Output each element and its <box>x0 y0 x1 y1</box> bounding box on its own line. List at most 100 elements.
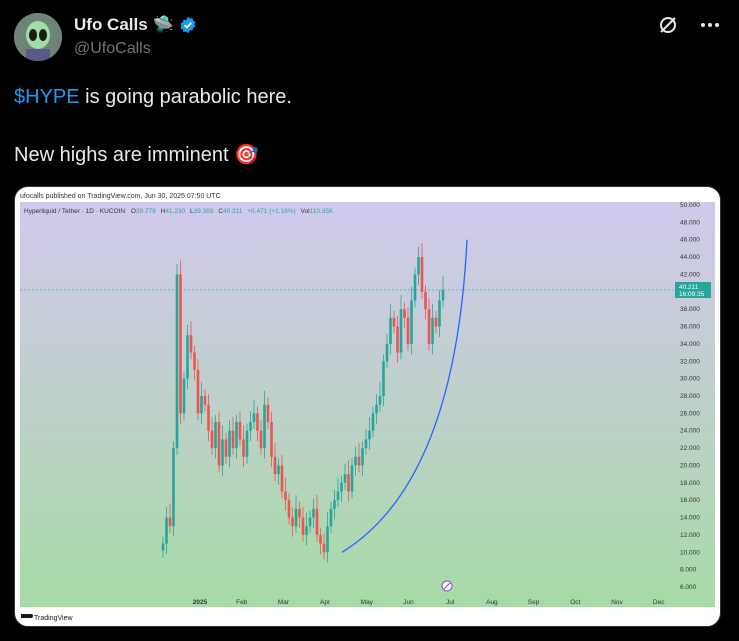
avatar[interactable] <box>14 13 62 61</box>
chart-svg: ufocalls published on TradingView.com, J… <box>20 193 715 622</box>
tweet-line-2-text: New highs are imminent <box>14 144 229 166</box>
y-tick-label: 38.000 <box>680 306 700 313</box>
candle-body <box>385 343 389 362</box>
author-name[interactable]: Ufo Calls 🛸 <box>74 15 197 35</box>
candle-body <box>217 422 221 466</box>
candle-body <box>224 439 228 457</box>
y-tick-label: 28.000 <box>680 393 700 400</box>
candle-body <box>210 430 214 449</box>
cashtag-link[interactable]: $HYPE <box>14 86 80 108</box>
candle-body <box>396 326 399 353</box>
chart-image[interactable]: ufocalls published on TradingView.com, J… <box>14 186 721 627</box>
change-value: +0.471 (+1.19%) <box>247 208 295 215</box>
low-value: 39.389 <box>194 208 214 215</box>
tradingview-logo-icon <box>21 614 33 618</box>
candle-body <box>427 309 431 344</box>
vol-value: 110.35K <box>310 208 334 215</box>
x-tick-label: Sep <box>528 599 540 606</box>
x-tick-label: Nov <box>611 599 623 606</box>
published-label: ufocalls published on TradingView.com, J… <box>20 193 221 200</box>
y-tick-label: 18.000 <box>680 480 700 487</box>
x-tick-label: Jun <box>403 599 414 606</box>
y-tick-label: 30.000 <box>680 376 700 383</box>
plot-background <box>20 202 715 607</box>
candle-body <box>196 369 200 414</box>
candle-body <box>315 508 319 535</box>
y-tick-label: 50.000 <box>680 202 700 209</box>
tradingview-brand: TradingView <box>34 615 73 622</box>
candle-body <box>273 456 277 475</box>
candle-body <box>403 309 406 318</box>
candle-body <box>312 508 315 518</box>
tweet-line-1: $HYPE is going parabolic here. <box>14 84 714 110</box>
candle-body <box>431 317 434 344</box>
tweet-line-1-text: is going parabolic here. <box>79 86 292 108</box>
x-tick-label: May <box>361 599 374 606</box>
candle-body <box>417 257 420 275</box>
candle-body <box>322 543 326 553</box>
parabolic-curve <box>341 239 468 553</box>
candle-body <box>287 500 291 518</box>
candle-body <box>301 517 305 535</box>
candle-body <box>347 474 350 492</box>
author-handle[interactable]: @UfoCalls <box>74 40 151 57</box>
candle-body <box>266 404 270 423</box>
candles <box>161 243 445 563</box>
candle-body <box>294 508 298 527</box>
candle-body <box>329 508 333 527</box>
tweet-line-2: New highs are imminent 🎯 <box>14 142 714 168</box>
x-tick-label: Apr <box>320 599 331 606</box>
candle-body <box>256 413 259 431</box>
candle-body <box>378 396 382 405</box>
tweet-text: $HYPE is going parabolic here. New highs… <box>14 84 714 168</box>
candle-body <box>340 482 343 492</box>
candle-body <box>207 404 210 431</box>
candle-body <box>231 430 235 449</box>
candle-body <box>280 465 284 492</box>
candle-body <box>406 317 410 344</box>
open-value: 39.779 <box>136 208 156 215</box>
candle-body <box>441 290 445 301</box>
candle-body <box>175 274 179 449</box>
price-tag-time: 16:09:35 <box>679 291 705 298</box>
y-tick-label: 12.000 <box>680 532 700 539</box>
candle-body <box>193 352 196 370</box>
candle-body <box>221 439 224 466</box>
candle-body <box>168 517 172 527</box>
vol-label: Vol <box>301 208 311 215</box>
ohlc-header: Hyperliquid / Tether · 1D · KUCOIN O39.7… <box>24 208 334 215</box>
y-tick-label: 36.000 <box>680 324 700 331</box>
candle-body <box>238 422 242 440</box>
candle-body <box>235 422 238 449</box>
x-axis: 2025 Feb Mar Apr May Jun Jul Aug Sep Oct Nov Dec <box>193 599 665 606</box>
x-tick-label: Jul <box>446 599 455 606</box>
compass-icon <box>441 580 453 592</box>
candle-body <box>364 439 368 449</box>
more-icon[interactable] <box>699 14 721 36</box>
grok-icon[interactable] <box>657 14 679 36</box>
candle-body <box>305 526 308 535</box>
candle-body <box>375 404 378 414</box>
candle-body <box>326 526 329 553</box>
candle-body <box>438 300 441 327</box>
y-axis: 50.000 48.000 46.000 44.000 42.000 38.000 36.0… <box>680 202 700 591</box>
y-tick-label: 24.000 <box>680 428 700 435</box>
candle-body <box>214 422 217 449</box>
y-tick-label: 10.000 <box>680 549 700 556</box>
candle-body <box>249 422 252 431</box>
y-tick-label: 46.000 <box>680 237 700 244</box>
candle-body <box>263 404 266 449</box>
candle-body <box>333 500 336 509</box>
y-tick-label: 20.000 <box>680 462 700 469</box>
candle-body <box>354 456 357 466</box>
high-value: 41.230 <box>165 208 185 215</box>
candle-body <box>252 413 256 423</box>
verified-badge-icon <box>180 16 196 34</box>
y-tick-label: 8.000 <box>680 567 697 574</box>
x-tick-label: Dec <box>653 599 665 606</box>
candle-body <box>189 335 193 353</box>
candle-body <box>165 517 168 544</box>
candle-body <box>371 413 375 431</box>
candle-body <box>357 456 361 466</box>
y-tick-label: 16.000 <box>680 497 700 504</box>
